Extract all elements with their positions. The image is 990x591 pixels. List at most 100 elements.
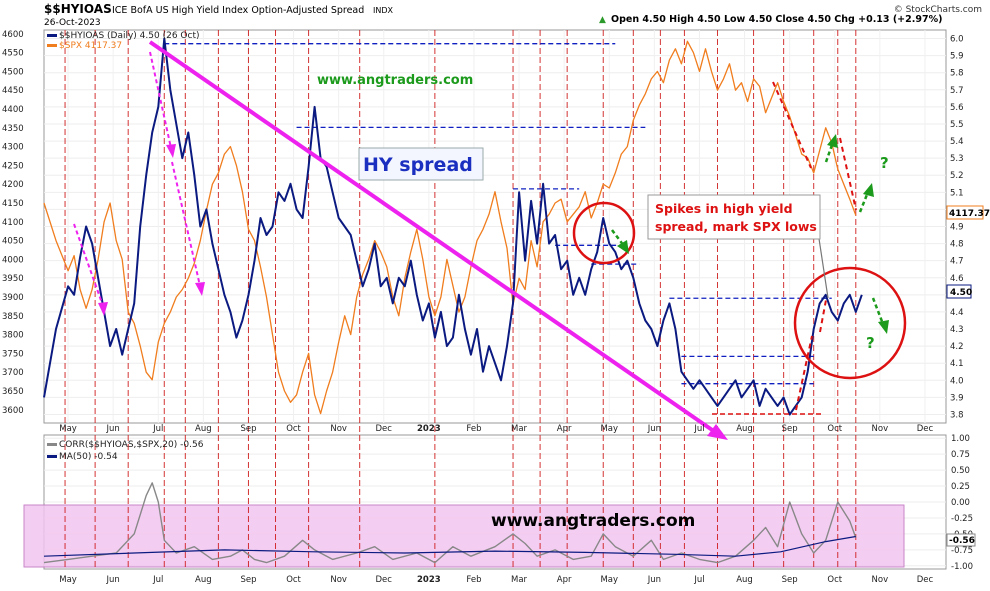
y-right-tick: 5.9	[950, 52, 964, 62]
y-left-tick: 3800	[2, 331, 24, 341]
magenta-dotted-arrowhead-3	[195, 282, 205, 296]
red-dashed-trend-3	[795, 335, 813, 411]
y-right-tick: 4.8	[950, 240, 964, 250]
main-legend: $$HYIOAS (Daily) 4.50 (26 Oct) $SPX 4117…	[47, 31, 199, 51]
green-arrow-nov-up	[858, 191, 870, 213]
green-arrowhead-nov-up	[863, 183, 874, 197]
y-left-tick: 3750	[2, 349, 24, 359]
corr-legend: CORR($$HYIOAS,$SPX,20) -0.56 MA(50) -0.5…	[47, 440, 204, 462]
x-tick-label: May	[600, 424, 618, 434]
x-tick-label: Jul	[152, 575, 163, 585]
callout-pointer	[817, 231, 829, 299]
y-right-tick: 3.9	[950, 393, 964, 403]
hy-value-tag-box	[946, 284, 972, 299]
x-tick-label: Aug	[736, 424, 753, 434]
x-tick-label: Dec	[917, 424, 934, 434]
y-left-tick: 4550	[2, 49, 24, 59]
y-left-tick: 4000	[2, 255, 24, 265]
y-left-tick: 4200	[2, 180, 24, 190]
x-tick-label: 2023	[417, 575, 441, 585]
x-tick-label: Apr	[557, 424, 572, 434]
x-tick-label: Nov	[330, 575, 347, 585]
x-tick-label: Feb	[466, 424, 481, 434]
header-symbol: $$HYIOAS	[44, 2, 112, 16]
y-right-tick: 4.0	[950, 376, 964, 386]
y-right-tick: 5.4	[950, 137, 964, 147]
hy-spread-label: HY spread	[363, 154, 473, 176]
y-right-tick: 5.1	[950, 188, 964, 198]
y-right-tick: 4.2	[950, 342, 964, 352]
legend-ma-label: MA(50) -0.54	[59, 452, 118, 462]
y-left-tick: 3850	[2, 312, 24, 322]
spx-series-line	[43, 40, 857, 415]
header-ohlc-arrow: ▲	[599, 15, 606, 25]
spikes-callout-line2: spread, mark SPX lows	[655, 219, 817, 234]
green-arrow-nov-down	[871, 297, 885, 325]
value-tags: 4117.37 4.50 -0.56	[946, 205, 990, 547]
x-tick-label: Dec	[376, 575, 393, 585]
x-tick-label: Jun	[647, 575, 661, 585]
question-mark-2: ?	[866, 334, 875, 352]
spx-value-tag-box	[946, 205, 984, 220]
header-ohlc: Open 4.50 High 4.50 Low 4.50 Close 4.50 …	[611, 14, 942, 25]
green-arrowhead-may	[617, 240, 629, 254]
y-left-tick: 3600	[2, 406, 24, 416]
corr-y-tick: 0.25	[951, 482, 970, 492]
y-right-tick: 4.7	[950, 257, 964, 267]
y-right-tick: 4.1	[950, 359, 964, 369]
green-arrowhead-oct-up	[827, 134, 838, 148]
y-left-tick: 4100	[2, 218, 24, 228]
red-circle-may	[572, 201, 636, 265]
x-tick-label: Jun	[647, 424, 661, 434]
x-tick-label: Mar	[511, 424, 528, 434]
legend-corr-label: CORR($$HYIOAS,$SPX,20) -0.56	[59, 440, 204, 450]
y-left-tick: 4150	[2, 199, 24, 209]
x-tick-label: Sep	[240, 424, 256, 434]
x-tick-label: Jun	[106, 424, 120, 434]
x-tick-label: Aug	[195, 575, 212, 585]
corr-ma-line	[43, 535, 856, 557]
corr-y-tick: -0.75	[951, 546, 973, 556]
y-left-tick: 4400	[2, 105, 24, 115]
y-right-tick: 5.5	[950, 120, 964, 130]
red-dashed-trend-2	[839, 137, 857, 211]
corr-y-tick: -1.00	[951, 562, 973, 572]
y-left-tick: 3900	[2, 293, 24, 303]
magenta-trend-arrow	[148, 40, 720, 436]
header-credit: © StockCharts.com	[894, 5, 982, 15]
y-right-tick: 5.7	[950, 86, 964, 96]
spx-value-tag: 4117.37	[949, 209, 990, 219]
corr-pink-band	[23, 504, 905, 568]
x-tick-label: Jul	[693, 424, 704, 434]
x-tick-label: May	[600, 575, 618, 585]
hy-value-tag: 4.50	[950, 288, 972, 298]
x-tick-label: Aug	[195, 424, 212, 434]
red-circle-oct	[793, 266, 907, 380]
blue-dashed-levels	[164, 43, 832, 385]
corr-y-tick: 0.00	[951, 498, 970, 508]
magenta-trend-arrowhead	[707, 424, 728, 440]
corr-series-line	[43, 482, 857, 564]
x-tick-label: Dec	[917, 575, 934, 585]
x-tick-label: Jul	[152, 424, 163, 434]
magenta-dotted-arrow-3	[171, 161, 201, 287]
corr-y-tick: -0.25	[951, 514, 973, 524]
magenta-dotted-arrow-2	[149, 51, 172, 149]
y-left-tick: 4350	[2, 124, 24, 134]
y-right-tick: 5.6	[950, 103, 964, 113]
legend-ma-swatch	[47, 455, 57, 458]
corr-y-tick: 1.00	[951, 434, 970, 444]
y-right-tick: 4.4	[950, 308, 964, 318]
y-right-tick: 3.8	[950, 410, 964, 420]
magenta-dotted-arrowhead-1	[98, 302, 108, 316]
header-exchange: INDX	[373, 6, 394, 15]
corr-value-tag-box	[946, 533, 976, 547]
x-tick-label: Sep	[782, 575, 798, 585]
x-tick-label: Sep	[782, 424, 798, 434]
corr-y-tick: 0.75	[951, 450, 970, 460]
y-right-tick: 4.6	[950, 274, 964, 284]
magenta-dotted-arrow-1	[73, 223, 104, 307]
header-date: 26-Oct-2023	[44, 18, 101, 28]
